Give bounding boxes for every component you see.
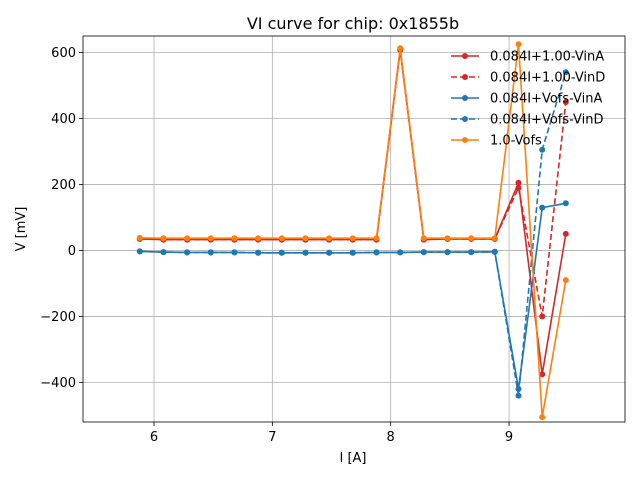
data-point	[349, 235, 356, 242]
data-point	[539, 204, 546, 211]
data-point	[420, 235, 427, 242]
y-tick-label: 200	[51, 178, 76, 193]
data-point	[326, 249, 333, 256]
data-point	[278, 249, 285, 256]
data-point	[349, 249, 356, 256]
legend-entry: 0.084I+Vofs-VinA	[451, 92, 603, 107]
data-point	[539, 414, 546, 421]
series-3	[136, 69, 569, 399]
data-point	[184, 249, 191, 256]
legend-marker	[462, 95, 468, 101]
grid	[83, 36, 625, 422]
data-point	[515, 41, 522, 48]
y-tick-label: −200	[40, 310, 76, 325]
series-4	[136, 41, 569, 421]
y-tick-label: 600	[51, 46, 76, 61]
data-point	[136, 248, 143, 255]
data-point	[468, 235, 475, 242]
data-point	[184, 235, 191, 242]
data-point	[302, 249, 309, 256]
x-tick-label: 9	[505, 430, 513, 445]
data-point	[491, 248, 498, 255]
x-tick-label: 6	[150, 430, 158, 445]
data-point	[562, 200, 569, 207]
legend-entry: 1.0-Vofs	[451, 134, 542, 149]
legend-entry: 0.084I+Vofs-VinD	[451, 113, 604, 128]
data-point	[397, 45, 404, 52]
legend-marker	[462, 53, 468, 59]
data-point	[515, 179, 522, 186]
data-point	[444, 235, 451, 242]
data-point	[468, 249, 475, 256]
data-point	[255, 235, 262, 242]
data-point	[420, 249, 427, 256]
y-tick-label: −400	[40, 376, 76, 391]
data-point	[444, 249, 451, 256]
data-point	[491, 235, 498, 242]
legend-marker	[462, 137, 468, 143]
data-point	[539, 313, 546, 320]
y-tick-label: 400	[51, 112, 76, 127]
data-point	[231, 249, 238, 256]
data-point	[160, 249, 167, 256]
data-point	[515, 392, 522, 399]
data-point	[397, 249, 404, 256]
data-point	[326, 235, 333, 242]
plot-frame	[82, 35, 626, 423]
data-point	[278, 235, 285, 242]
data-point	[373, 235, 380, 242]
legend-label: 0.084I+1.00-VinA	[490, 50, 604, 65]
data-point	[562, 69, 569, 76]
data-point	[373, 249, 380, 256]
data-point	[231, 235, 238, 242]
legend: 0.084I+1.00-VinA 0.084I+1.00-VinD 0.084I+V…	[451, 50, 605, 149]
data-point	[302, 235, 309, 242]
chart-title: VI curve for chip: 0x1855b	[247, 14, 459, 33]
x-tick-label: 7	[268, 430, 276, 445]
data-point	[562, 99, 569, 105]
x-tick-label: 8	[387, 430, 395, 445]
legend-entry: 0.084I+1.00-VinA	[451, 50, 604, 65]
data-point	[136, 234, 143, 241]
legend-marker	[462, 116, 468, 122]
data-point	[539, 371, 546, 378]
plot-series	[136, 41, 569, 421]
legend-marker	[462, 74, 468, 80]
data-point	[539, 146, 546, 153]
legend-entry: 0.084I+1.00-VinD	[451, 71, 605, 86]
series-2	[136, 200, 569, 392]
data-point	[207, 235, 214, 242]
x-axis-title: I [A]	[339, 451, 366, 466]
legend-label: 0.084I+Vofs-VinA	[490, 92, 603, 107]
legend-label: 0.084I+Vofs-VinD	[490, 113, 604, 128]
legend-label: 1.0-Vofs	[490, 134, 542, 149]
data-point	[562, 230, 569, 237]
y-tick-label: 0	[68, 244, 76, 259]
series-1	[136, 46, 569, 320]
data-point	[515, 184, 522, 191]
axis-ticks: 6 7 8 9 −400 −200 0 200 400 600	[40, 46, 513, 445]
data-point	[160, 235, 167, 242]
data-point	[562, 277, 569, 284]
y-axis-title: V [mV]	[14, 207, 29, 252]
data-point	[207, 249, 214, 256]
data-point	[255, 249, 262, 256]
legend-label: 0.084I+1.00-VinD	[490, 71, 605, 86]
